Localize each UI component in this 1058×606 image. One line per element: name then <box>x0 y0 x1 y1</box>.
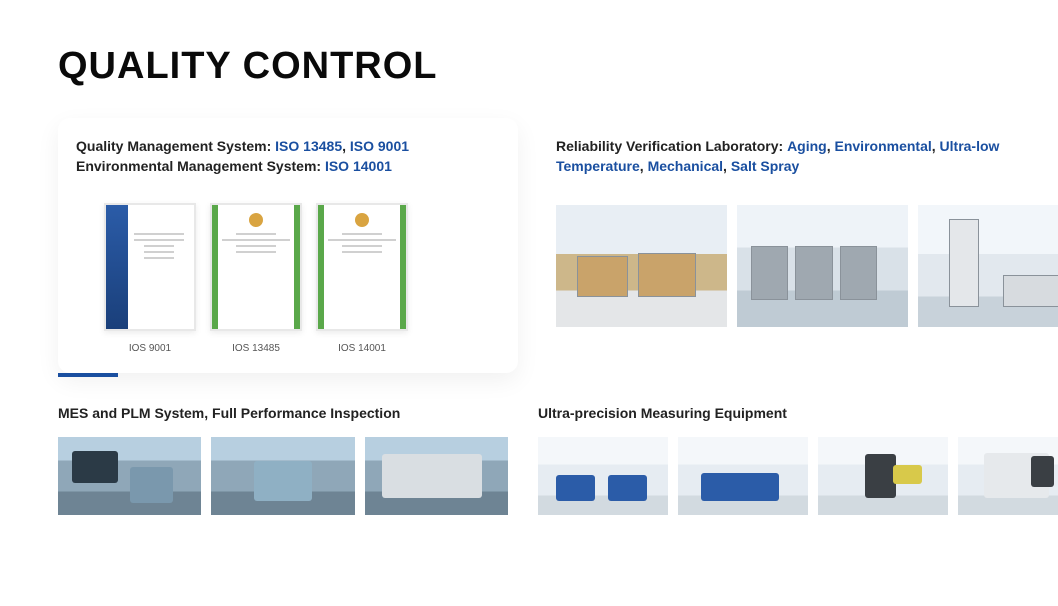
measuring-title: Ultra-precision Measuring Equipment <box>538 403 1058 423</box>
sep: , <box>342 138 350 154</box>
lab-item-2: Environmental <box>835 138 932 154</box>
panel-measuring: Ultra-precision Measuring Equipment <box>538 381 1058 526</box>
page-title: QUALITY CONTROL <box>58 45 1058 88</box>
measuring-images <box>538 437 1058 515</box>
qms-item-1: ISO 13485 <box>275 138 342 154</box>
lab-image-2 <box>737 205 908 327</box>
sep: , <box>723 158 731 174</box>
cert-3: IOS 14001 <box>316 203 408 354</box>
meas-image-4 <box>958 437 1058 515</box>
sep: , <box>640 158 648 174</box>
cert-1: IOS 9001 <box>104 203 196 354</box>
mes-image-3 <box>365 437 508 515</box>
ems-label: Environmental Management System: <box>76 158 325 174</box>
qms-label: Quality Management System: <box>76 138 275 154</box>
mes-title: MES and PLM System, Full Performance Ins… <box>58 403 508 423</box>
meas-image-2 <box>678 437 808 515</box>
ems-item-1: ISO 14001 <box>325 158 392 174</box>
sep: , <box>932 138 940 154</box>
cert-2: IOS 13485 <box>210 203 302 354</box>
cert-label-3: IOS 14001 <box>338 343 386 354</box>
content-grid: Quality Management System: ISO 13485, IS… <box>0 118 1058 526</box>
mes-image-2 <box>211 437 354 515</box>
lab-item-1: Aging <box>787 138 827 154</box>
lab-image-1 <box>556 205 727 327</box>
sep: , <box>827 138 835 154</box>
lab-label: Reliability Verification Laboratory: <box>556 138 787 154</box>
lab-item-5: Salt Spray <box>731 158 799 174</box>
lab-image-3 <box>918 205 1058 327</box>
cert-image-1 <box>104 203 196 331</box>
cert-image-2 <box>210 203 302 331</box>
lab-item-4: Mechanical <box>648 158 723 174</box>
mes-images <box>58 437 508 515</box>
qms-item-2: ISO 9001 <box>350 138 409 154</box>
qms-line: Quality Management System: ISO 13485, IS… <box>76 136 500 156</box>
panel-quality-mgmt: Quality Management System: ISO 13485, IS… <box>58 118 518 373</box>
ems-line: Environmental Management System: ISO 140… <box>76 156 500 176</box>
meas-image-3 <box>818 437 948 515</box>
meas-image-1 <box>538 437 668 515</box>
lab-line: Reliability Verification Laboratory: Agi… <box>556 136 1058 177</box>
accent-bar <box>58 373 118 377</box>
cert-row: IOS 9001 IOS 13485 IOS 14001 <box>76 203 500 354</box>
cert-image-3 <box>316 203 408 331</box>
cert-label-2: IOS 13485 <box>232 343 280 354</box>
panel-reliability-lab: Reliability Verification Laboratory: Agi… <box>538 118 1058 373</box>
cert-label-1: IOS 9001 <box>129 343 171 354</box>
lab-images <box>556 205 1058 327</box>
panel-mes-plm: MES and PLM System, Full Performance Ins… <box>58 381 518 526</box>
mes-image-1 <box>58 437 201 515</box>
